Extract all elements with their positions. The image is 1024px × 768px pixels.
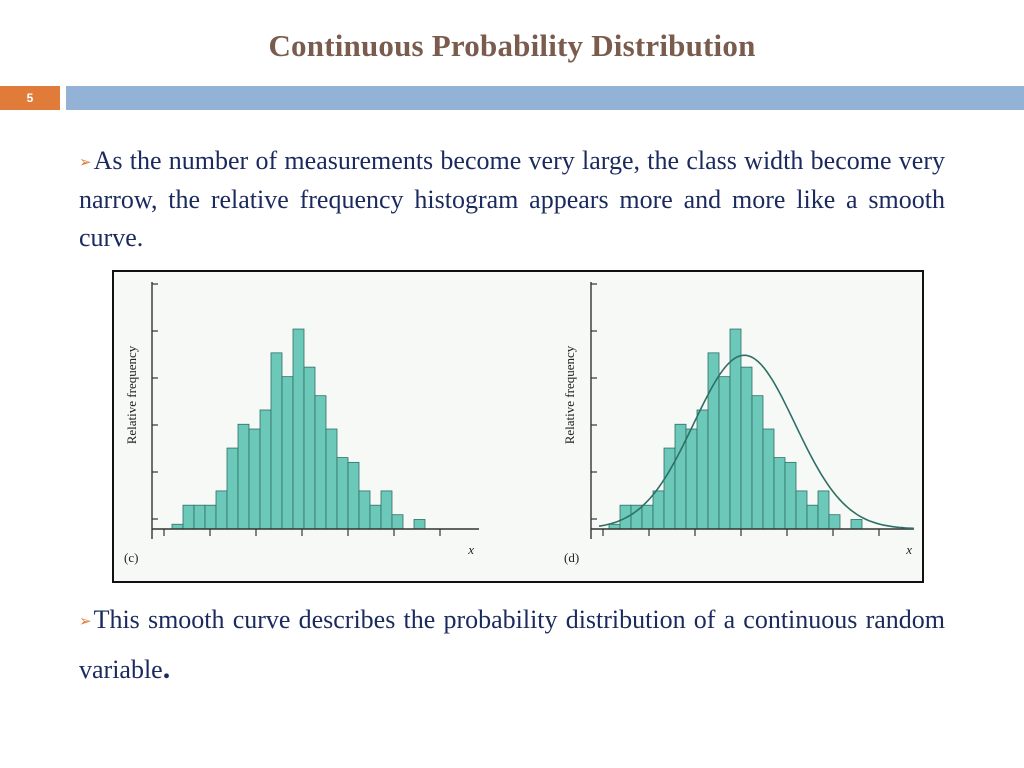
panel-label: (c) <box>124 550 138 565</box>
histogram-bar <box>608 523 621 530</box>
histogram-bar <box>325 428 338 530</box>
panel-label: (d) <box>564 550 579 565</box>
histogram-bar <box>674 423 687 530</box>
bullet-point-2: ➢This smooth curve describes the probabi… <box>79 596 945 694</box>
bullet-1-text: As the number of measurements become ver… <box>79 146 945 252</box>
bullet-point-1: ➢As the number of measurements become ve… <box>79 142 945 257</box>
smooth-density-curve <box>598 354 915 530</box>
histogram-bar <box>281 376 294 530</box>
title-accent-bar <box>66 86 1024 110</box>
histogram-bar <box>413 519 426 530</box>
x-axis-label: x <box>905 542 912 557</box>
histogram-bar <box>215 490 228 530</box>
histogram-bar <box>685 428 698 530</box>
histogram-bar <box>193 504 206 530</box>
histogram-bar <box>259 409 272 530</box>
histogram-bar <box>773 457 786 530</box>
histogram-bar <box>806 504 819 530</box>
histogram-bar <box>182 504 195 530</box>
histogram-bar <box>358 490 371 530</box>
histogram-bar <box>795 490 808 530</box>
histogram-bar <box>850 519 863 530</box>
y-axis-label: Relative frequency <box>562 345 577 444</box>
slide-number: 5 <box>0 86 60 110</box>
histogram-bar <box>729 328 742 530</box>
histogram-bar <box>270 352 283 530</box>
histogram-bar <box>336 457 349 530</box>
bullet-2-text: This smooth curve describes the probabil… <box>79 605 945 684</box>
histogram-bar <box>641 504 654 530</box>
histogram-bar <box>237 423 250 530</box>
histogram-bar <box>696 409 709 530</box>
histogram-bar <box>740 366 753 530</box>
histogram-bar <box>380 490 393 530</box>
histogram-bar <box>652 490 665 530</box>
histogram-bar <box>369 504 382 530</box>
histogram-bar <box>226 447 239 530</box>
histogram-figure-svg: Relative frequency x (c) Relative frequency… <box>124 282 915 565</box>
histogram-bar <box>663 447 676 530</box>
histogram-bar <box>248 428 261 530</box>
histogram-bar <box>314 395 327 530</box>
histogram-bar <box>828 514 841 530</box>
histogram-bar <box>347 461 360 530</box>
arrow-bullet-icon: ➢ <box>79 153 92 171</box>
histogram-bar <box>718 376 731 530</box>
histogram-bar <box>784 461 797 530</box>
arrow-bullet-icon: ➢ <box>79 612 92 630</box>
histogram-bar <box>817 490 830 530</box>
histogram-bar <box>762 428 775 530</box>
histogram-figure: Relative frequency x (c) Relative frequency… <box>112 270 924 583</box>
histogram-bar <box>171 523 184 530</box>
y-axis-label: Relative frequency <box>124 345 139 444</box>
x-axis-label: x <box>467 542 474 557</box>
histogram-bar <box>391 514 404 530</box>
histogram-bar <box>204 504 217 530</box>
histogram-bar <box>303 366 316 530</box>
histogram-bar <box>751 395 764 530</box>
bullet-2-period: . <box>162 652 171 685</box>
histogram-bar <box>292 328 305 530</box>
slide-title: Continuous Probability Distribution <box>268 28 756 63</box>
